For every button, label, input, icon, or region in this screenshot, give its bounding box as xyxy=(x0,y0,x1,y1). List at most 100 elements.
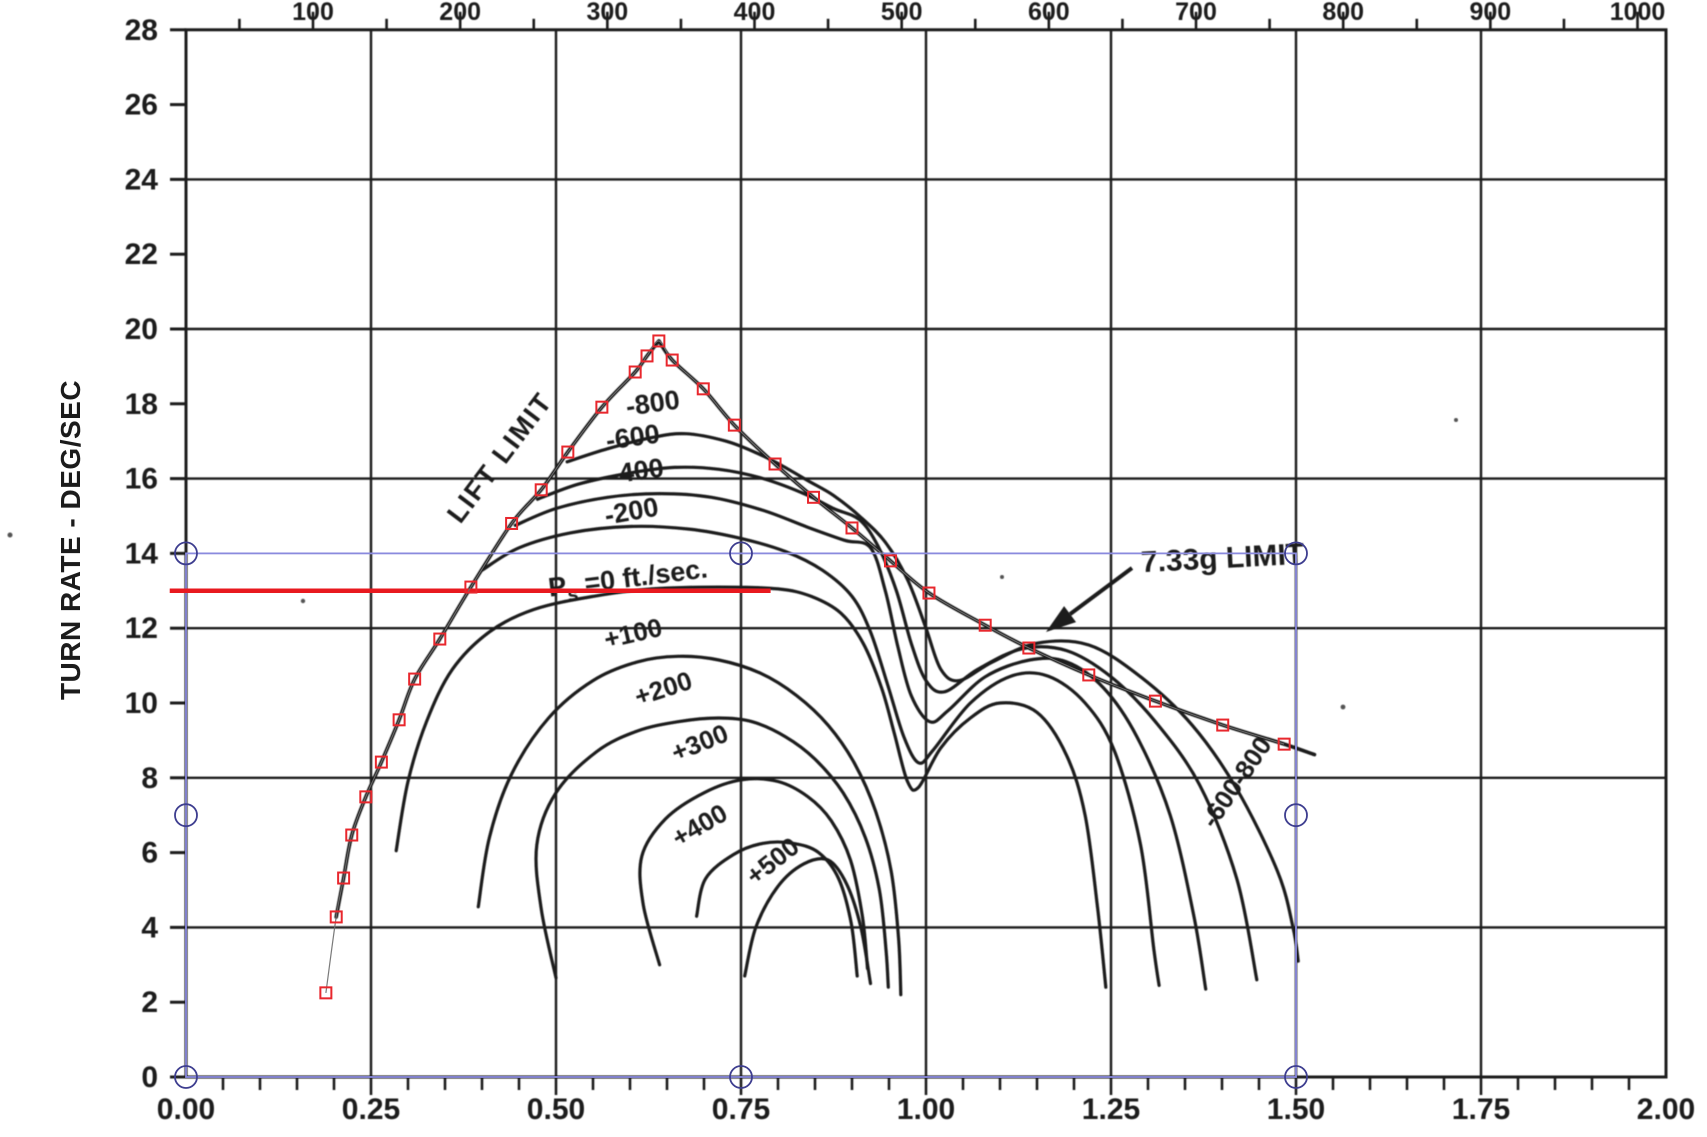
scan-speck xyxy=(1000,575,1004,579)
digitizer-trace xyxy=(325,340,1285,993)
digitizer-marker[interactable] xyxy=(628,365,642,379)
digitizer-marker[interactable] xyxy=(665,353,679,367)
digitizer-marker[interactable] xyxy=(408,672,422,686)
digitizer-marker[interactable] xyxy=(337,871,351,885)
top-tick-label: 1000 xyxy=(1610,0,1666,26)
digitizer-marker[interactable] xyxy=(727,418,741,432)
y-tick-label: 22 xyxy=(125,238,158,271)
digitizer-marker[interactable] xyxy=(768,457,782,471)
digitizer-marker[interactable] xyxy=(534,483,548,497)
curve-ps-minus-800 xyxy=(565,431,1300,963)
digitizer-marker[interactable] xyxy=(922,586,936,600)
digitizer-marker[interactable] xyxy=(978,618,992,632)
y-tick-label: 28 xyxy=(125,14,158,47)
digitizer-marker[interactable] xyxy=(883,554,897,568)
y-tick-label: 20 xyxy=(125,313,158,346)
digitizer-marker[interactable] xyxy=(392,713,406,727)
digitizer-marker[interactable] xyxy=(1022,641,1036,655)
y-tick-label: 26 xyxy=(125,89,158,122)
curve-label-+100: +100 xyxy=(601,612,665,654)
g-limit-arrowhead-icon xyxy=(1046,606,1077,632)
top-tick-label: 600 xyxy=(1028,0,1070,26)
y-tick-label: 14 xyxy=(125,537,159,570)
top-tick-label: 100 xyxy=(292,0,334,26)
digitizer-marker[interactable] xyxy=(345,828,359,842)
y-tick-label: 24 xyxy=(125,163,159,196)
selection-rect[interactable] xyxy=(185,552,1297,1078)
y-tick-label: 10 xyxy=(125,687,158,720)
y-tick-label: 6 xyxy=(141,837,158,870)
digitizer-marker[interactable] xyxy=(845,521,859,535)
digitizer-marker[interactable] xyxy=(1277,737,1291,751)
y-tick-label: 8 xyxy=(141,762,158,795)
digitizer-marker[interactable] xyxy=(319,986,333,1000)
selection-handle[interactable] xyxy=(1284,1065,1308,1089)
y-tick-label: 2 xyxy=(141,986,158,1019)
curve-label-7.33g-limit: 7.33g LIMIT xyxy=(1140,538,1305,580)
curve-ps-plus-200 xyxy=(534,716,890,989)
x-tick-label: 1.00 xyxy=(897,1093,955,1126)
selection-handle[interactable] xyxy=(1284,803,1308,828)
scan-speck xyxy=(1454,418,1458,422)
digitizer-overlay-layer xyxy=(169,334,1308,1089)
digitizer-marker[interactable] xyxy=(561,445,575,459)
selection-handle[interactable] xyxy=(729,541,753,566)
x-tick-label: 1.25 xyxy=(1082,1093,1140,1126)
curve-ps-minus-200 xyxy=(480,524,1161,987)
y-tick-label: 12 xyxy=(125,612,158,645)
curve-ps-plus-400 xyxy=(695,840,859,978)
curve-label-+200: +200 xyxy=(631,665,696,712)
digitizer-marker[interactable] xyxy=(359,790,373,804)
digitizer-marker[interactable] xyxy=(807,490,821,504)
g-limit-arrow-line xyxy=(1068,566,1134,616)
curve-ps-minus-600 xyxy=(535,465,1259,982)
x-tick-label: 2.00 xyxy=(1637,1093,1695,1126)
scan-speck xyxy=(300,598,306,604)
digitizer-marker[interactable] xyxy=(595,400,609,414)
digitizer-marker[interactable] xyxy=(1148,694,1162,708)
y-axis-title: TURN RATE - DEG/SEC xyxy=(55,380,86,700)
top-tick-label: 800 xyxy=(1322,0,1364,26)
digitizer-marker[interactable] xyxy=(640,349,654,363)
curve-label--600: -600 xyxy=(604,418,662,455)
curve-label-+500: +500 xyxy=(740,831,805,891)
digitizer-marker[interactable] xyxy=(696,382,710,396)
digitizer-marker[interactable] xyxy=(652,334,666,348)
selection-handle[interactable] xyxy=(174,541,198,566)
y-tick-label: 18 xyxy=(125,388,158,421)
x-tick-label: 0.50 xyxy=(527,1093,585,1126)
curve-label-ps-0: Ps =0 ft./sec. xyxy=(547,553,710,608)
x-tick-label: 0.75 xyxy=(712,1093,770,1126)
top-tick-label: 400 xyxy=(734,0,776,26)
digitizer-marker[interactable] xyxy=(374,755,388,769)
y-tick-label: 16 xyxy=(125,463,158,496)
digitizer-marker[interactable] xyxy=(464,580,478,594)
digitizer-marker[interactable] xyxy=(1082,668,1096,682)
curve-label-lift-limit: LIFT LIMIT xyxy=(441,387,558,529)
curve-label--400: -400 xyxy=(608,452,666,489)
digitizer-marker[interactable] xyxy=(329,910,343,924)
digitizer-marker[interactable] xyxy=(1216,718,1230,732)
curve-ps-plus-500 xyxy=(743,857,873,986)
selection-handle[interactable] xyxy=(174,803,198,828)
curve-ps-plus-300 xyxy=(638,777,870,971)
selection-handle[interactable] xyxy=(1284,541,1308,566)
curve-ps-plus-100 xyxy=(476,654,903,997)
top-tick-label: 200 xyxy=(439,0,481,26)
x-tick-label: 1.50 xyxy=(1267,1093,1325,1126)
selection-handle[interactable] xyxy=(174,1065,198,1089)
x-tick-label: 0.00 xyxy=(157,1093,215,1126)
top-tick-label: 300 xyxy=(586,0,628,26)
top-tick-label: 900 xyxy=(1470,0,1512,26)
curve-label--800: -800 xyxy=(624,384,682,421)
selection-handle[interactable] xyxy=(729,1065,753,1089)
digitizer-marker[interactable] xyxy=(433,632,447,646)
x-tick-label: 1.75 xyxy=(1452,1093,1510,1126)
top-tick-label: 700 xyxy=(1175,0,1217,26)
scan-speck xyxy=(7,532,13,538)
scan-speck xyxy=(1340,704,1346,710)
digitizer-marker[interactable] xyxy=(505,516,519,530)
